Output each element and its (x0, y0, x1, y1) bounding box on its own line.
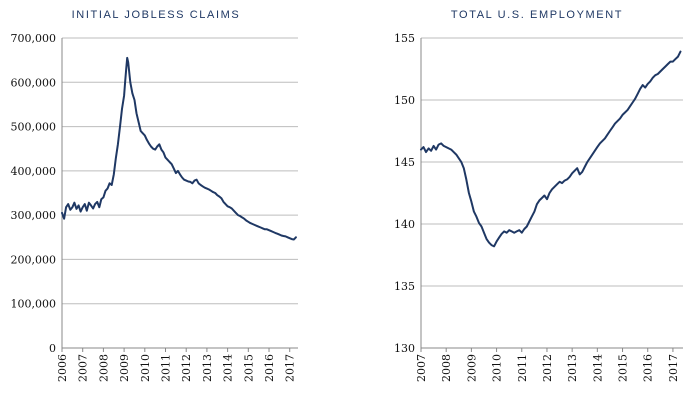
jobless-y-tick-label: 700,000 (11, 32, 57, 45)
jobless-x-tick-label: 2013 (201, 354, 214, 382)
jobless-y-tick-label: 100,000 (11, 298, 57, 311)
employment-y-tick-label: 145 (394, 156, 415, 169)
jobless-x-tick-label: 2016 (263, 354, 276, 382)
employment-x-tick-label: 2011 (516, 354, 529, 382)
employment-y-tick-label: 135 (394, 280, 415, 293)
jobless-y-tick-label: 500,000 (11, 121, 57, 134)
jobless-series-line (61, 56, 297, 241)
employment-x-tick-label: 2010 (491, 354, 504, 382)
jobless-y-tick-label: 200,000 (11, 253, 57, 266)
employment-x-tick-label: 2017 (667, 354, 680, 382)
us-employment-chart: TOTAL U.S. EMPLOYMENT 130 135 140 145 150 155… (394, 9, 683, 382)
jobless-y-tick-label: 300,000 (11, 209, 57, 222)
jobless-x-tick-label: 2012 (180, 354, 193, 382)
jobless-claims-chart: INITIAL JOBLESS CLAIMS 0 100,000 200,000 30… (11, 9, 298, 382)
employment-x-tick-label: 2007 (415, 354, 428, 382)
employment-y-tick-label: 140 (394, 218, 415, 231)
jobless-x-tick-label: 2017 (284, 354, 297, 382)
jobless-x-tick-label: 2014 (222, 354, 235, 382)
employment-x-tick-label: 2012 (541, 354, 554, 382)
employment-x-tick-label: 2009 (465, 354, 478, 382)
employment-series-line (420, 50, 682, 248)
employment-y-tick-label: 155 (394, 32, 415, 45)
jobless-claims-title: INITIAL JOBLESS CLAIMS (72, 9, 241, 21)
us-employment-title: TOTAL U.S. EMPLOYMENT (451, 9, 623, 21)
employment-x-tick-label: 2014 (591, 354, 604, 382)
jobless-x-tick-label: 2010 (139, 354, 152, 382)
employment-x-tick-label: 2008 (440, 354, 453, 382)
jobless-y-tick-label: 0 (49, 342, 56, 355)
jobless-x-tick-label: 2007 (77, 354, 90, 382)
employment-x-tick-label: 2016 (642, 354, 655, 382)
jobless-y-tick-label: 600,000 (11, 76, 57, 89)
jobless-x-tick-label: 2015 (242, 354, 255, 382)
jobless-x-tick-label: 2011 (160, 354, 173, 382)
jobless-x-tick-label: 2009 (118, 354, 131, 382)
employment-y-tick-label: 150 (394, 94, 415, 107)
jobless-y-tick-label: 400,000 (11, 165, 57, 178)
employment-x-tick-label: 2013 (566, 354, 579, 382)
employment-y-tick-label: 130 (394, 342, 415, 355)
jobless-x-tick-label: 2008 (97, 354, 110, 382)
jobless-x-tick-label: 2006 (56, 354, 69, 382)
employment-x-tick-label: 2015 (617, 354, 630, 382)
